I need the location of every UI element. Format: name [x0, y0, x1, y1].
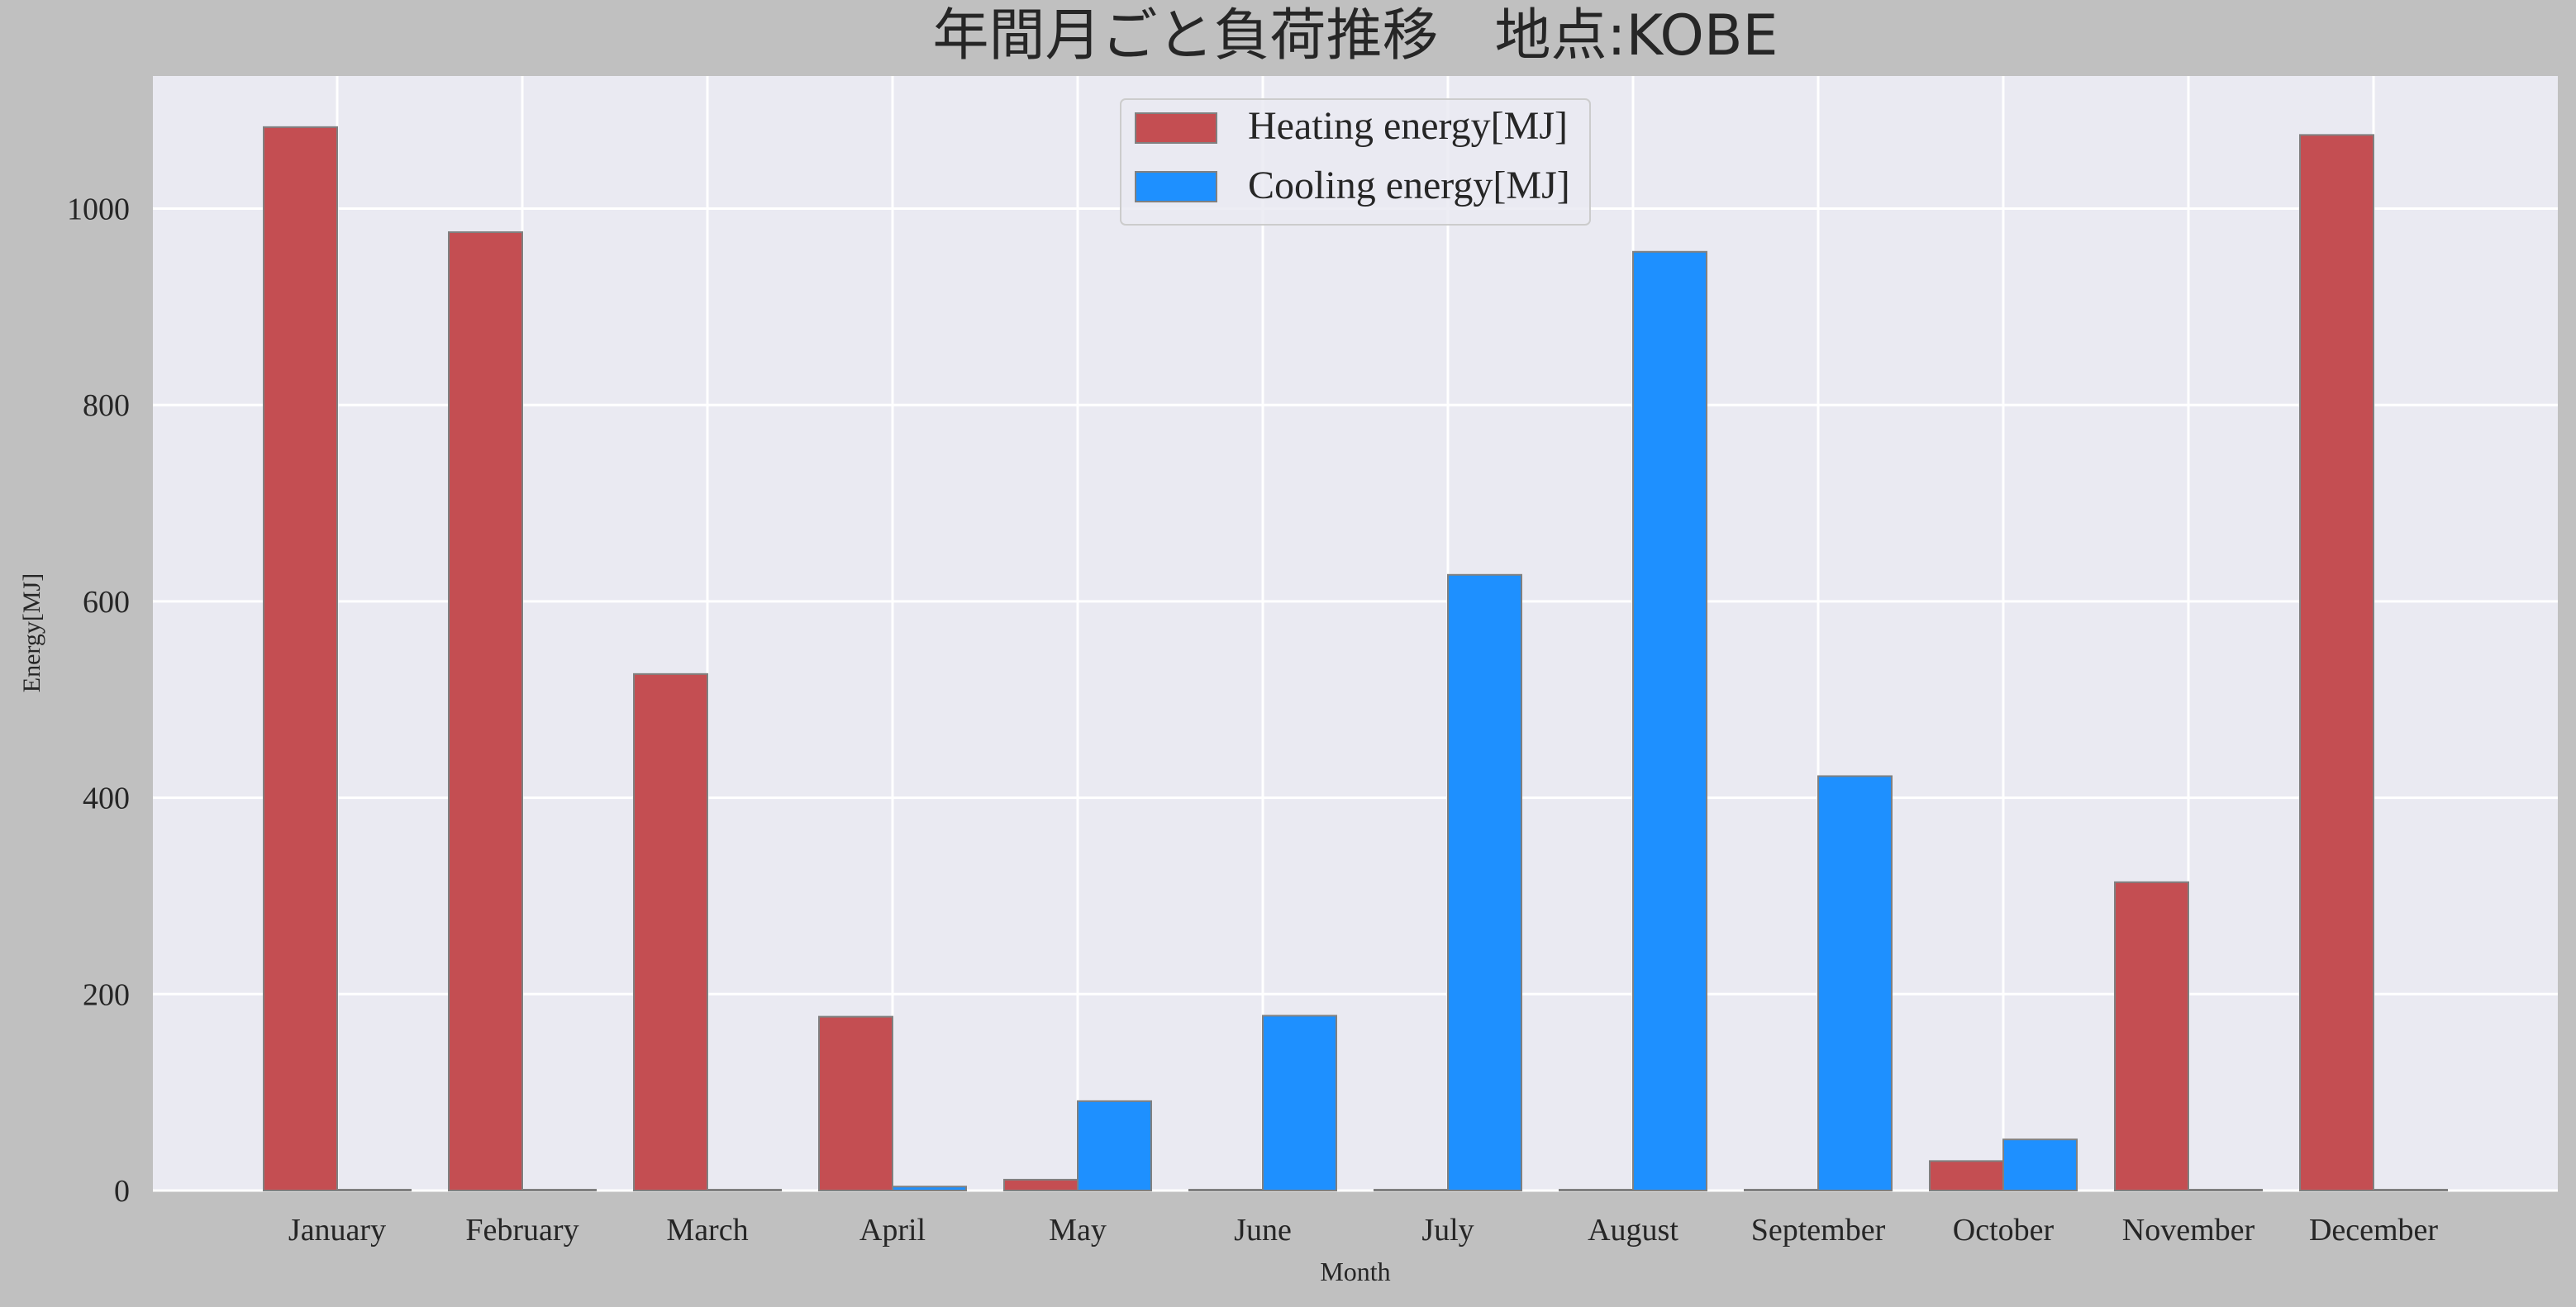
x-tick-label: January [288, 1213, 386, 1248]
bar-cooling-august [1632, 250, 1707, 1192]
bar-heating-september [1744, 1189, 1819, 1191]
x-axis-label: Month [1320, 1257, 1390, 1286]
bar-cooling-february [521, 1189, 597, 1191]
bar-cooling-march [707, 1189, 782, 1191]
bar-heating-january [263, 126, 338, 1192]
legend-swatch-cooling [1135, 171, 1217, 202]
x-tick-label: August [1588, 1213, 1678, 1248]
chart-title: 年間月ごと負荷推移 地点:KOBE [933, 3, 1778, 69]
x-tick-label: February [465, 1213, 579, 1248]
y-axis-ticks: 0 200 400 600 800 1000 [67, 192, 130, 1210]
bar-cooling-may [1077, 1100, 1152, 1192]
x-tick-label: June [1234, 1213, 1292, 1248]
x-axis-ticks: January February March April May June July Augu… [288, 1213, 2438, 1248]
x-tick-label: April [859, 1213, 926, 1248]
bars [263, 126, 2448, 1192]
x-tick-label: May [1049, 1213, 1107, 1248]
bar-heating-april [818, 1015, 893, 1191]
bar-heating-february [448, 231, 523, 1191]
bar-cooling-october [2002, 1138, 2078, 1191]
legend-swatch-heating [1135, 112, 1217, 144]
bar-heating-october [1929, 1160, 2004, 1191]
y-tick-label: 800 [83, 388, 130, 423]
x-tick-label: July [1421, 1213, 1474, 1248]
y-axis-label: Energy[MJ] [18, 573, 45, 692]
bar-heating-december [2299, 134, 2374, 1191]
bar-cooling-june [1262, 1015, 1337, 1192]
bar-heating-june [1188, 1189, 1264, 1191]
legend-box [1120, 98, 1591, 226]
bar-heating-march [633, 673, 708, 1191]
bar-heating-may [1003, 1178, 1078, 1192]
x-tick-label: December [2309, 1213, 2438, 1248]
bar-cooling-september [1817, 775, 1893, 1191]
y-tick-label: 1000 [67, 192, 130, 227]
bar-cooling-july [1447, 573, 1522, 1191]
legend: Heating energy[MJ] Cooling energy[MJ] [1120, 98, 1591, 226]
bar-heating-july [1374, 1189, 1449, 1191]
bar-cooling-november [2188, 1189, 2263, 1191]
bar-cooling-january [336, 1189, 412, 1191]
x-tick-label: October [1953, 1213, 2055, 1248]
bar-cooling-december [2373, 1189, 2448, 1191]
y-tick-label: 0 [114, 1174, 130, 1209]
x-tick-label: September [1751, 1213, 1886, 1248]
legend-label-heating: Heating energy[MJ] [1248, 104, 1568, 148]
y-tick-label: 400 [83, 782, 130, 816]
bar-heating-august [1559, 1189, 1634, 1191]
y-tick-label: 600 [83, 585, 130, 620]
bar-cooling-april [892, 1186, 967, 1191]
x-tick-label: November [2122, 1213, 2255, 1248]
y-tick-label: 200 [83, 977, 130, 1012]
bar-heating-november [2114, 881, 2189, 1192]
legend-label-cooling: Cooling energy[MJ] [1248, 164, 1570, 207]
x-tick-label: March [666, 1213, 748, 1248]
